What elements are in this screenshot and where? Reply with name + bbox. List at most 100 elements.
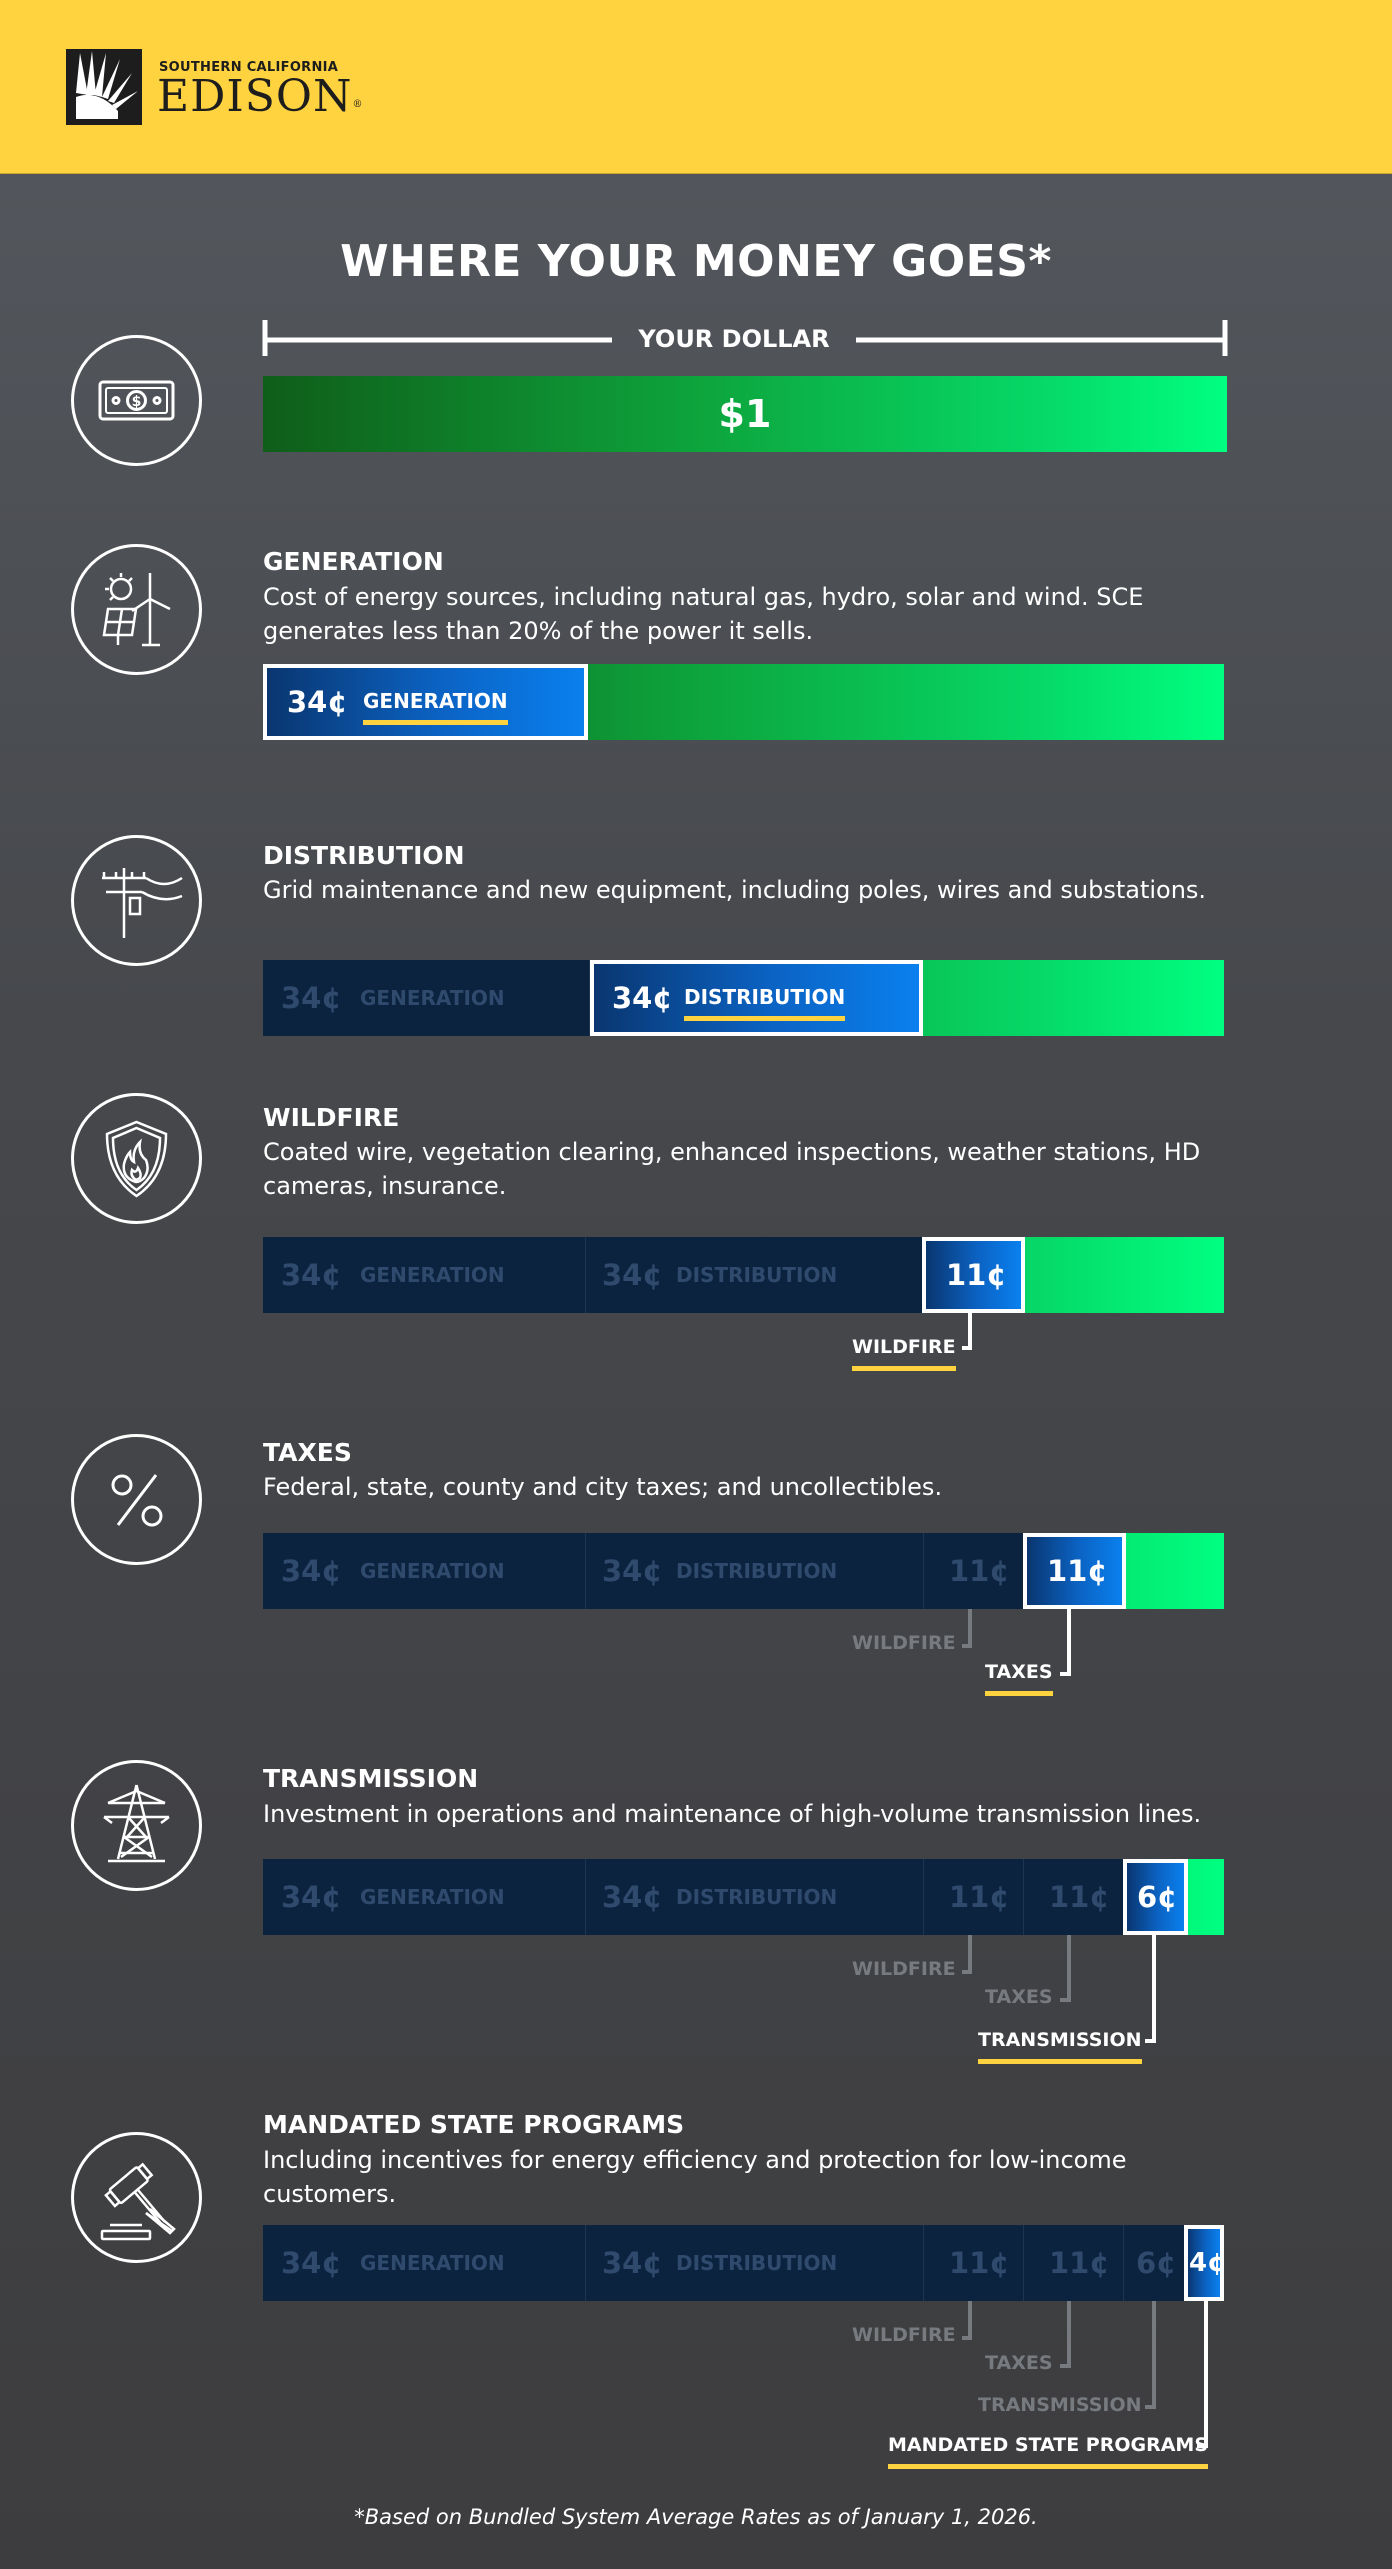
svg-text:$: $ bbox=[132, 394, 142, 410]
segment-distribution: 34¢ DISTRIBUTION bbox=[586, 1237, 924, 1313]
brand-name: EDISON® bbox=[157, 71, 364, 122]
dollar-bill-icon: $ bbox=[71, 335, 202, 466]
segment-amount: 4¢ bbox=[1189, 2248, 1226, 2278]
segment-amount: 11¢ bbox=[1049, 1880, 1110, 1914]
segment-transmission-active: 6¢ bbox=[1123, 1859, 1188, 1935]
segment-amount: 11¢ bbox=[946, 1258, 1007, 1292]
wildfire-callout-label: WILDFIRE bbox=[852, 1958, 956, 1980]
segment-taxes: 11¢ bbox=[1024, 1859, 1124, 1935]
segment-label: GENERATION bbox=[360, 1263, 505, 1287]
segment-distribution: 34¢ DISTRIBUTION bbox=[586, 2225, 924, 2301]
segment-distribution-active: 34¢ DISTRIBUTION bbox=[590, 960, 923, 1036]
segment-generation: 34¢ GENERATION bbox=[263, 960, 590, 1036]
segment-amount: 34¢ bbox=[287, 685, 348, 719]
segment-amount: 11¢ bbox=[949, 2246, 1010, 2280]
segment-transmission: 6¢ bbox=[1124, 2225, 1186, 2301]
taxes-leader-line bbox=[1060, 2301, 1071, 2368]
segment-amount: 34¢ bbox=[602, 1554, 663, 1588]
section-title: WILDFIRE bbox=[263, 1103, 400, 1132]
section-description: Grid maintenance and new equipment, incl… bbox=[263, 876, 1207, 904]
section-title: TRANSMISSION bbox=[263, 1764, 479, 1793]
wildfire-callout-label: WILDFIRE bbox=[852, 1632, 956, 1654]
dollar-bracket bbox=[262, 320, 1228, 356]
section-title: TAXES bbox=[263, 1438, 352, 1467]
section-description: Cost of energy sources, including natura… bbox=[263, 583, 1144, 645]
segment-amount: 34¢ bbox=[281, 1554, 342, 1588]
segment-amount: 6¢ bbox=[1136, 2246, 1177, 2280]
taxes-leader-line bbox=[1060, 1935, 1071, 2002]
segment-label: DISTRIBUTION bbox=[684, 964, 846, 1030]
section-title: DISTRIBUTION bbox=[263, 841, 465, 870]
segment-amount: 34¢ bbox=[602, 2246, 663, 2280]
footnote: *Based on Bundled System Average Rates a… bbox=[354, 2505, 1038, 2529]
sunburst-logo-icon bbox=[66, 49, 142, 125]
segment-label: GENERATION bbox=[360, 1559, 505, 1583]
segment-distribution: 34¢ DISTRIBUTION bbox=[586, 1533, 924, 1609]
segment-label: GENERATION bbox=[363, 668, 508, 734]
segment-label: GENERATION bbox=[360, 1885, 505, 1909]
segment-label: DISTRIBUTION bbox=[676, 2251, 838, 2275]
segment-amount: 34¢ bbox=[281, 981, 342, 1015]
utility-pole-icon bbox=[71, 835, 202, 966]
section-title: MANDATED STATE PROGRAMS bbox=[263, 2110, 685, 2139]
your-dollar-label: YOUR DOLLAR bbox=[638, 325, 830, 353]
segment-amount: 34¢ bbox=[281, 2246, 342, 2280]
segment-wildfire: 11¢ bbox=[924, 1533, 1024, 1609]
transmission-callout-label: TRANSMISSION bbox=[978, 2029, 1142, 2064]
segment-amount: 11¢ bbox=[949, 1880, 1010, 1914]
segment-wildfire-active: 11¢ bbox=[922, 1237, 1025, 1313]
brand-name-small: SOUTHERN CALIFORNIA bbox=[159, 60, 339, 75]
taxes-leader-line bbox=[1060, 1609, 1071, 1676]
segment-generation: 34¢ GENERATION bbox=[263, 1859, 586, 1935]
page-title: WHERE YOUR MONEY GOES* bbox=[340, 236, 1052, 287]
segment-wildfire: 11¢ bbox=[924, 1859, 1024, 1935]
wildfire-bar: 34¢ GENERATION 34¢ DISTRIBUTION 11¢ bbox=[263, 1237, 1224, 1313]
dollar-value: $1 bbox=[718, 392, 772, 436]
segment-distribution: 34¢ DISTRIBUTION bbox=[586, 1859, 924, 1935]
segment-amount: 34¢ bbox=[281, 1880, 342, 1914]
section-description: Including incentives for energy efficien… bbox=[263, 2146, 1127, 2208]
wildfire-callout-label: WILDFIRE bbox=[852, 2324, 956, 2346]
taxes-callout-label: TAXES bbox=[985, 1661, 1053, 1696]
wildfire-leader-line bbox=[962, 1609, 972, 1648]
section-description: Federal, state, county and city taxes; a… bbox=[263, 1473, 943, 1501]
taxes-bar: 34¢ GENERATION 34¢ DISTRIBUTION 11¢ 11¢ bbox=[263, 1533, 1224, 1609]
shield-flame-icon bbox=[71, 1093, 202, 1224]
mandated-leader-line bbox=[1197, 2301, 1208, 2448]
transmission-callout-label: TRANSMISSION bbox=[978, 2394, 1142, 2416]
segment-label: GENERATION bbox=[360, 986, 505, 1010]
gavel-icon bbox=[71, 2132, 202, 2263]
generation-bar: 34¢ GENERATION bbox=[263, 664, 1224, 740]
wildfire-leader-line bbox=[962, 2301, 972, 2340]
wildfire-callout-label: WILDFIRE bbox=[852, 1336, 956, 1371]
transmission-leader-line bbox=[1145, 2301, 1156, 2409]
segment-amount: 34¢ bbox=[602, 1880, 663, 1914]
transmission-tower-icon bbox=[71, 1760, 202, 1891]
segment-generation: 34¢ GENERATION bbox=[263, 2225, 586, 2301]
segment-generation: 34¢ GENERATION bbox=[263, 1533, 586, 1609]
segment-amount: 34¢ bbox=[602, 1258, 663, 1292]
wildfire-leader-line bbox=[962, 1311, 972, 1350]
segment-label: GENERATION bbox=[360, 2251, 505, 2275]
segment-taxes-active: 11¢ bbox=[1023, 1533, 1126, 1609]
dollar-bar: $1 bbox=[263, 376, 1227, 452]
segment-amount: 11¢ bbox=[1049, 2246, 1110, 2280]
taxes-callout-label: TAXES bbox=[985, 1986, 1053, 2008]
segment-amount: 34¢ bbox=[612, 981, 673, 1015]
distribution-bar: 34¢ GENERATION 34¢ DISTRIBUTION bbox=[263, 960, 1224, 1036]
segment-amount: 34¢ bbox=[281, 1258, 342, 1292]
section-title: GENERATION bbox=[263, 547, 444, 576]
segment-label: DISTRIBUTION bbox=[676, 1885, 838, 1909]
segment-taxes: 11¢ bbox=[1024, 2225, 1124, 2301]
segment-amount: 11¢ bbox=[1047, 1554, 1108, 1588]
segment-generation-active: 34¢ GENERATION bbox=[263, 664, 588, 740]
segment-wildfire: 11¢ bbox=[924, 2225, 1024, 2301]
segment-amount: 11¢ bbox=[949, 1554, 1010, 1588]
segment-label: DISTRIBUTION bbox=[676, 1263, 838, 1287]
section-description: Coated wire, vegetation clearing, enhanc… bbox=[263, 1138, 1201, 1200]
segment-generation: 34¢ GENERATION bbox=[263, 1237, 586, 1313]
solar-wind-icon bbox=[71, 544, 202, 675]
wildfire-leader-line bbox=[962, 1935, 972, 1974]
segment-label: DISTRIBUTION bbox=[676, 1559, 838, 1583]
transmission-bar: 34¢ GENERATION 34¢ DISTRIBUTION 11¢ 11¢ … bbox=[263, 1859, 1224, 1935]
